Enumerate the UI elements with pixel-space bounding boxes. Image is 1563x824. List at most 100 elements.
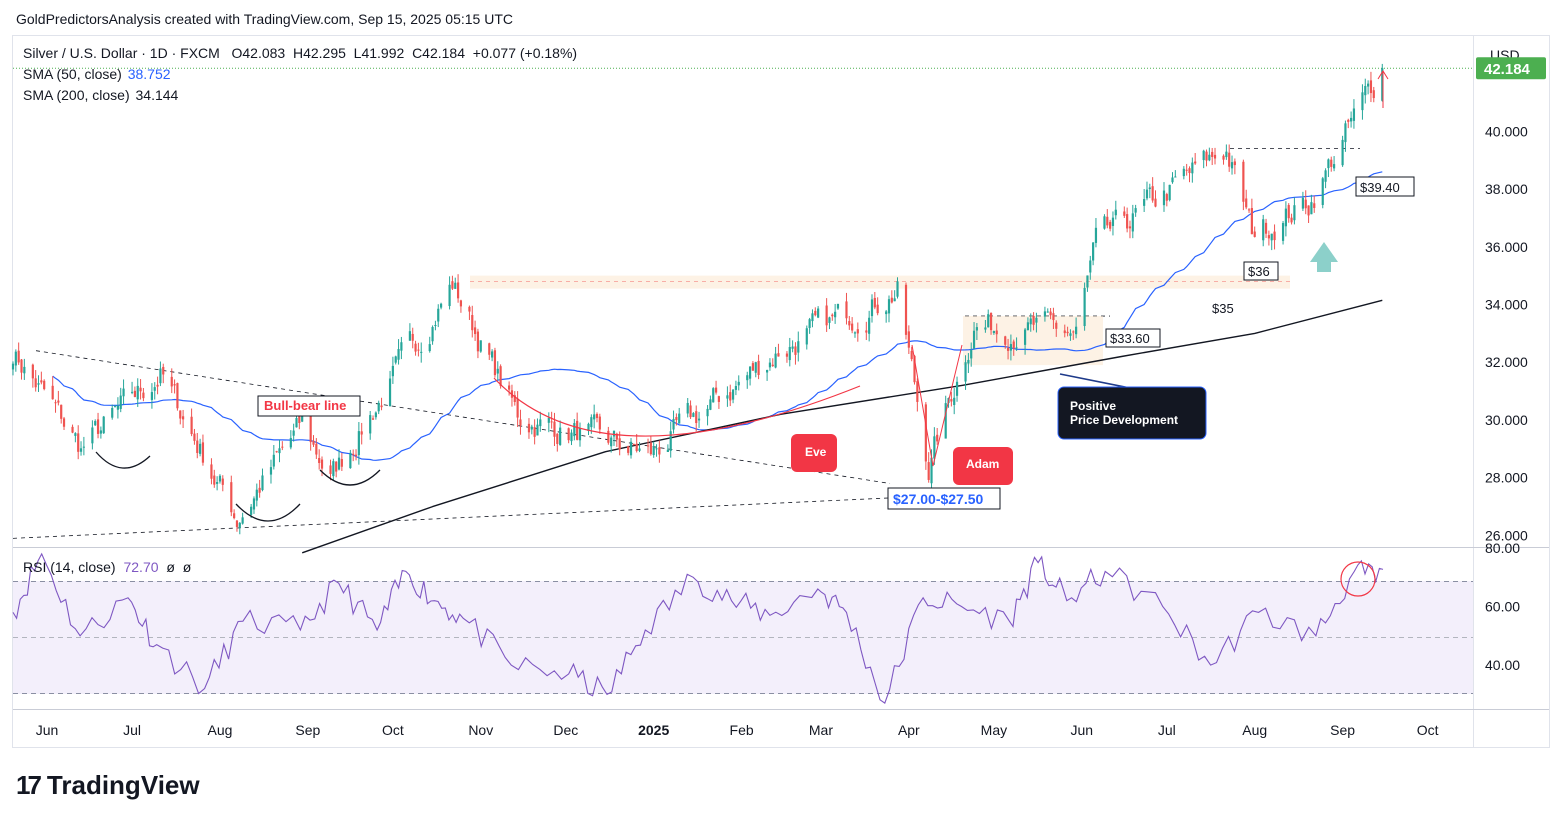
candle[interactable]	[887, 295, 891, 323]
candle[interactable]	[116, 397, 119, 419]
candle[interactable]	[468, 305, 471, 320]
candle[interactable]	[1344, 120, 1347, 152]
candle[interactable]	[329, 459, 332, 481]
candle[interactable]	[587, 422, 590, 436]
candle[interactable]	[1264, 218, 1268, 238]
candle[interactable]	[896, 277, 899, 299]
candle[interactable]	[119, 387, 122, 413]
candle[interactable]	[289, 430, 292, 450]
candle[interactable]	[1094, 218, 1098, 248]
candle[interactable]	[1293, 197, 1296, 225]
candle[interactable]	[40, 371, 43, 385]
candle[interactable]	[397, 339, 400, 365]
candle[interactable]	[746, 371, 749, 389]
candle[interactable]	[94, 419, 97, 426]
adam-label-box[interactable]	[953, 447, 1013, 485]
candle[interactable]	[1006, 338, 1010, 360]
candle[interactable]	[156, 376, 159, 395]
candle[interactable]	[1049, 307, 1052, 320]
bull-bear-label-box[interactable]	[257, 395, 361, 417]
candle[interactable]	[924, 402, 927, 470]
candle[interactable]	[1327, 158, 1330, 178]
candle[interactable]	[1290, 213, 1293, 225]
candle[interactable]	[794, 342, 797, 365]
candle[interactable]	[1154, 190, 1157, 208]
candle[interactable]	[337, 449, 341, 471]
level-36-box[interactable]	[1243, 261, 1279, 281]
candle[interactable]	[1035, 312, 1038, 333]
candle[interactable]	[133, 386, 136, 398]
candle[interactable]	[1182, 166, 1185, 180]
candle[interactable]	[1015, 337, 1018, 351]
candle[interactable]	[320, 456, 324, 477]
candle[interactable]	[987, 309, 990, 328]
candle[interactable]	[255, 483, 258, 507]
candle[interactable]	[377, 400, 380, 415]
candle[interactable]	[272, 445, 275, 470]
candle[interactable]	[23, 358, 26, 380]
candle[interactable]	[417, 342, 420, 357]
candle[interactable]	[1262, 214, 1265, 247]
candle[interactable]	[1165, 192, 1168, 207]
candle[interactable]	[612, 430, 616, 446]
candle[interactable]	[1213, 147, 1217, 165]
candle[interactable]	[54, 399, 57, 413]
candle[interactable]	[1194, 153, 1197, 165]
candle[interactable]	[1313, 195, 1316, 213]
candle[interactable]	[374, 411, 377, 420]
candle[interactable]	[751, 361, 755, 371]
level-3940-box[interactable]	[1355, 176, 1415, 197]
candle[interactable]	[607, 426, 610, 445]
candle[interactable]	[1174, 170, 1177, 178]
candle[interactable]	[20, 358, 23, 380]
candle[interactable]	[295, 414, 298, 428]
candle[interactable]	[1151, 177, 1154, 203]
candle[interactable]	[349, 449, 352, 469]
candle[interactable]	[34, 370, 37, 392]
candle[interactable]	[1128, 220, 1132, 239]
candle[interactable]	[734, 380, 738, 396]
candle[interactable]	[825, 298, 828, 332]
candle[interactable]	[292, 423, 295, 442]
candle[interactable]	[817, 306, 820, 319]
candle[interactable]	[252, 496, 256, 514]
candle[interactable]	[60, 404, 63, 424]
candle[interactable]	[1364, 78, 1367, 104]
candle[interactable]	[199, 438, 202, 457]
candle[interactable]	[1185, 163, 1188, 176]
candle[interactable]	[369, 410, 372, 440]
candle[interactable]	[221, 475, 224, 492]
candle[interactable]	[91, 420, 94, 450]
candle[interactable]	[1103, 214, 1106, 230]
candle[interactable]	[729, 384, 732, 407]
candle[interactable]	[269, 459, 273, 484]
candle[interactable]	[11, 361, 15, 376]
candle[interactable]	[43, 379, 46, 391]
candle[interactable]	[550, 411, 553, 429]
level-3360-box[interactable]	[1105, 328, 1161, 348]
candle[interactable]	[193, 428, 196, 445]
candle[interactable]	[153, 382, 156, 400]
candle[interactable]	[1381, 63, 1384, 102]
candle[interactable]	[632, 443, 635, 446]
candle[interactable]	[836, 303, 840, 310]
candle[interactable]	[352, 449, 355, 462]
candle[interactable]	[281, 441, 284, 451]
candle[interactable]	[1026, 317, 1030, 331]
candle[interactable]	[1162, 182, 1166, 212]
candle[interactable]	[573, 419, 576, 441]
candle[interactable]	[984, 320, 987, 333]
candle[interactable]	[737, 375, 740, 391]
candle[interactable]	[57, 390, 60, 406]
candle[interactable]	[238, 521, 241, 535]
candle[interactable]	[102, 415, 105, 434]
candle[interactable]	[1304, 190, 1307, 215]
candle[interactable]	[471, 305, 474, 338]
candle[interactable]	[14, 349, 17, 372]
candle[interactable]	[1046, 308, 1049, 313]
candle[interactable]	[865, 321, 868, 341]
candle[interactable]	[261, 468, 264, 492]
candle[interactable]	[646, 438, 650, 454]
candle[interactable]	[536, 418, 539, 436]
